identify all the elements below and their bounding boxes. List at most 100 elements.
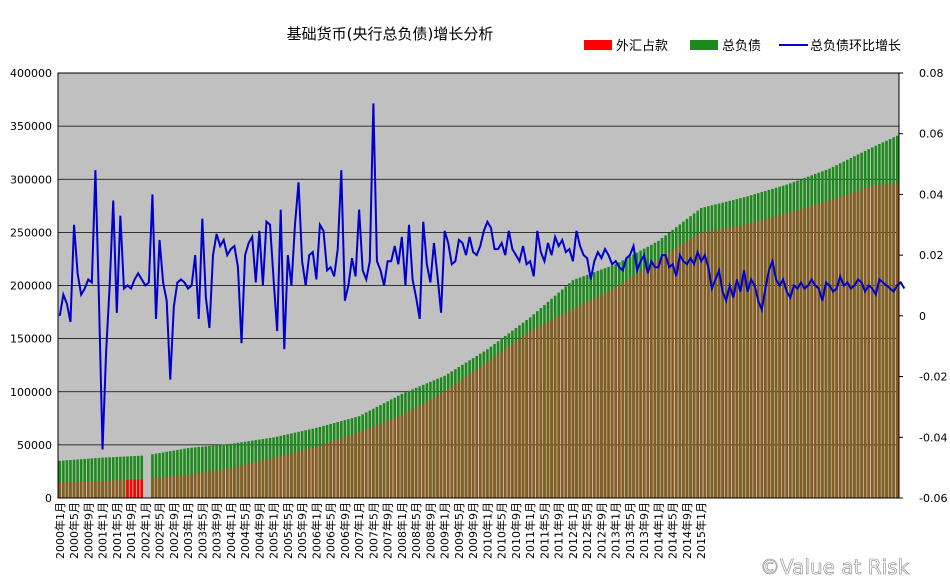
bar-fx [479, 366, 482, 498]
bar-total [140, 455, 144, 498]
bar-fx [835, 198, 838, 498]
bar-fx [689, 239, 692, 498]
bar-fx [564, 312, 568, 498]
legend: 外汇占款 总负债 总负债环比增长 [584, 39, 901, 54]
bar-fx [486, 362, 489, 498]
bar-fx [721, 228, 724, 498]
bar-fx [650, 263, 653, 498]
y-right-tick-label: -0.04 [919, 431, 947, 444]
x-tick-label: 2013年1月 [609, 502, 623, 559]
bar-fx [229, 468, 233, 498]
x-tick-label: 2010年9月 [509, 502, 523, 559]
bar-fx [482, 364, 486, 498]
bar-fx [247, 463, 250, 498]
bar-fx [846, 194, 849, 499]
bar-fx [596, 296, 600, 498]
bar-fx [258, 461, 261, 498]
bar-fx [642, 268, 646, 498]
bar-fx [824, 201, 828, 498]
bar-fx [881, 184, 885, 498]
bar-fx [83, 481, 87, 498]
bar-total [94, 458, 97, 498]
y-left-tick-label: 50000 [17, 439, 52, 452]
x-tick-label: 2011年9月 [552, 502, 566, 559]
watermark: ©Value at Risk [760, 555, 910, 579]
x-tick-label: 2007年9月 [381, 502, 395, 559]
x-tick-label: 2014年1月 [651, 502, 665, 559]
bar-fx [126, 479, 129, 498]
bar-fx [101, 481, 104, 498]
bar-total [115, 456, 119, 498]
y-right-tick-label: 0.06 [919, 128, 944, 141]
bar-fx [354, 433, 357, 498]
bar-fx [297, 451, 300, 498]
bar-fx [325, 443, 329, 498]
bar-fx [660, 256, 664, 498]
bar-total [65, 460, 69, 498]
bar-fx [607, 291, 610, 498]
bar-fx [304, 449, 307, 498]
legend-label-fx: 外汇占款 [616, 39, 668, 54]
bar-fx [368, 427, 372, 499]
bar-fx [639, 270, 642, 498]
bar-fx [254, 462, 258, 498]
bar-fx [735, 226, 739, 498]
bar-fx [553, 318, 557, 498]
bar-total [58, 460, 62, 498]
bar-total [168, 451, 172, 498]
bar-total [183, 448, 186, 498]
bar-fx [418, 405, 421, 498]
bar-fx [454, 384, 457, 498]
bar-fx [208, 471, 211, 498]
bar-fx [290, 453, 293, 498]
bar-fx [468, 374, 471, 498]
bar-fx [347, 435, 350, 498]
bar-fx [222, 469, 225, 498]
x-tick-label: 2005年9月 [295, 502, 309, 559]
legend-label-mom: 总负债环比增长 [810, 39, 901, 54]
bar-fx [760, 220, 764, 498]
bar-fx [318, 445, 322, 498]
bar-fx [774, 216, 778, 499]
bar-fx [863, 188, 867, 498]
bar-fx [507, 346, 511, 498]
bar-total [90, 458, 94, 498]
bar-fx [315, 447, 318, 498]
x-tick-label: 2006年9月 [338, 502, 352, 559]
bar-total [154, 453, 158, 498]
bar-fx [461, 379, 464, 498]
y-right-tick-label: -0.06 [919, 492, 947, 505]
bar-fx [671, 250, 674, 498]
bar-fx [674, 247, 678, 498]
bar-fx [849, 193, 853, 498]
y-left-tick-label: 0 [45, 492, 52, 505]
bar-fx [781, 214, 785, 498]
x-tick-label: 2008年9月 [423, 502, 437, 559]
x-tick-label: 2005年1月 [267, 502, 281, 559]
bar-fx [79, 481, 83, 498]
bar-total [201, 446, 204, 498]
bar-fx [557, 316, 560, 498]
bar-fx [728, 227, 732, 499]
bar-fx [404, 413, 407, 498]
y-left-tick-label: 400000 [10, 67, 52, 80]
bar-fx [895, 183, 899, 498]
bar-fx [119, 480, 122, 498]
bar-fx [842, 195, 846, 499]
x-tick-label: 2013年5月 [623, 502, 637, 559]
bar-fx [240, 465, 243, 498]
bar-fx [753, 222, 756, 498]
bar-fx [796, 210, 799, 498]
bar-fx [475, 369, 479, 498]
bar-fx [154, 477, 158, 498]
bar-fx [172, 476, 176, 498]
y-right-tick-label: 0.08 [919, 67, 944, 80]
x-tick-label: 2010年5月 [495, 502, 509, 559]
x-tick-label: 2004年9月 [252, 502, 266, 559]
x-tick-label: 2001年5月 [110, 502, 124, 559]
bar-fx [732, 226, 735, 499]
bar-fx [617, 285, 621, 498]
x-tick-label: 2008年1月 [395, 502, 409, 559]
bar-fx [614, 287, 617, 499]
